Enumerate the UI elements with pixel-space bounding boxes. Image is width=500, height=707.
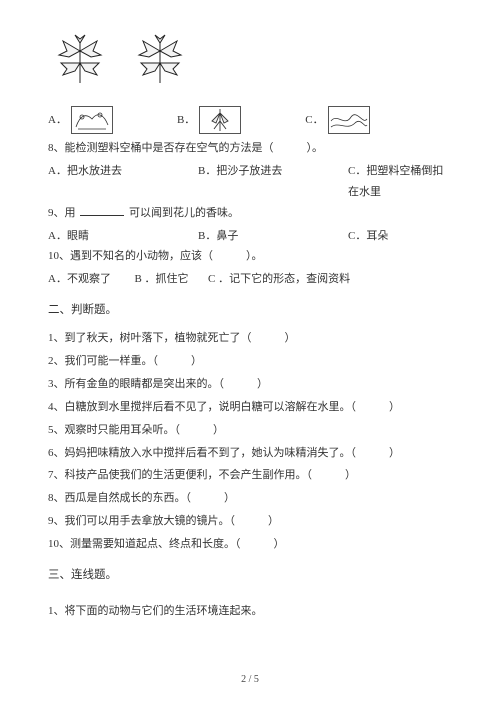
q9-blank <box>80 205 124 216</box>
q8-options: A．把水放进去 B．把沙子放进去 C．把塑料空桶倒扣在水里 <box>48 161 452 203</box>
s2-item: 4、白糖放到水里搅拌后看不见了，说明白糖可以溶解在水里。（ ） <box>48 397 452 418</box>
q9-stem-pre: 9、用 <box>48 207 76 219</box>
s2-item: 2、我们可能一样重。（ ） <box>48 351 452 372</box>
section3-title: 三、连线题。 <box>48 565 452 587</box>
q10-option-c: C ．记下它的形态，查阅资料 <box>208 273 350 285</box>
maple-leaf-image-2 <box>132 30 188 92</box>
q8-option-a: A．把水放进去 <box>48 161 198 203</box>
q7-option-a: A． <box>48 106 113 134</box>
section2-title: 二、判断题。 <box>48 300 452 322</box>
s2-item: 6、妈妈把味精放入水中搅拌后看不到了，她认为味精消失了。（ ） <box>48 443 452 464</box>
q9-options: A．眼睛 B．鼻子 C．耳朵 <box>48 226 452 247</box>
q7-thumb-c <box>328 106 370 134</box>
s2-item: 9、我们可以用手去拿放大镜的镜片。（ ） <box>48 511 452 532</box>
q9-option-a: A．眼睛 <box>48 226 198 247</box>
q9-option-c: C．耳朵 <box>348 226 452 247</box>
page-footer: 2 / 5 <box>0 670 500 689</box>
s2-item: 7、科技产品使我们的生活更便利，不会产生副作用。（ ） <box>48 465 452 486</box>
q7-option-b-label: B． <box>177 110 195 131</box>
q7-option-a-label: A． <box>48 110 67 131</box>
q9-option-b: B．鼻子 <box>198 226 348 247</box>
q10-options: A．不观察了 B ．抓住它 C ．记下它的形态，查阅资料 <box>48 269 452 290</box>
q9-stem: 9、用 可以闻到花儿的香味。 <box>48 203 452 224</box>
s2-item: 1、到了秋天，树叶落下，植物就死亡了（ ） <box>48 328 452 349</box>
leaf-image-row <box>48 30 452 92</box>
section2-list: 1、到了秋天，树叶落下，植物就死亡了（ ） 2、我们可能一样重。（ ） 3、所有… <box>48 328 452 555</box>
s2-item: 5、观察时只能用耳朵听。（ ） <box>48 420 452 441</box>
q7-thumb-a <box>71 106 113 134</box>
q9-stem-post: 可以闻到花儿的香味。 <box>129 207 239 219</box>
q8-stem: 8、能检测塑料空桶中是否存在空气的方法是（ ）。 <box>48 138 452 159</box>
q7-option-c-label: C． <box>305 110 323 131</box>
q8-option-c: C．把塑料空桶倒扣在水里 <box>348 161 452 203</box>
q10-stem: 10、遇到不知名的小动物，应该（ ）。 <box>48 246 452 267</box>
section3-q1: 1、将下面的动物与它们的生活环境连起来。 <box>48 601 452 622</box>
s2-item: 10、测量需要知道起点、终点和长度。（ ） <box>48 534 452 555</box>
maple-leaf-image-1 <box>52 30 108 92</box>
q8-option-b: B．把沙子放进去 <box>198 161 348 203</box>
s2-item: 3、所有金鱼的眼睛都是突出来的。（ ） <box>48 374 452 395</box>
q10-option-b: B ．抓住它 <box>134 273 188 285</box>
s2-item: 8、西瓜是自然成长的东西。（ ） <box>48 488 452 509</box>
q7-option-row: A． B． <box>48 106 452 134</box>
q10-option-a: A．不观察了 <box>48 273 111 285</box>
q7-thumb-b <box>199 106 241 134</box>
q7-option-b: B． <box>177 106 241 134</box>
q7-option-c: C． <box>305 106 369 134</box>
